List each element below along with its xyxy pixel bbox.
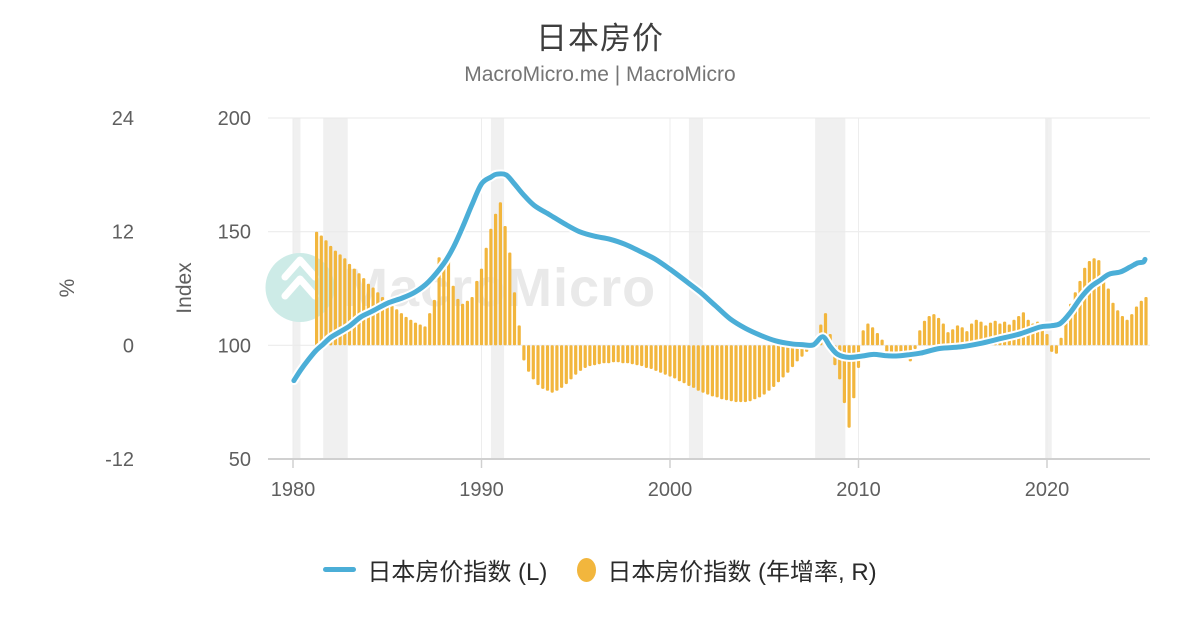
year-tick-label: 2010 (836, 479, 881, 501)
page-title: 日本房价 (536, 21, 664, 56)
percent-tick-label: -12 (105, 449, 134, 471)
x-axis (268, 458, 1150, 468)
chart-svg: MacroMicro 24 12 0 -12 200 150 100 50 1980 1990 200… (105, 108, 1150, 501)
chart-plot-area[interactable]: MacroMicro 24 12 0 -12 200 150 100 50 1980 1990 200… (0, 100, 1200, 520)
index-tick-label: 200 (218, 108, 251, 130)
legend-label-price-index: 日本房价指数 (L) (367, 559, 548, 586)
legend-item-price-index[interactable]: 日本房价指数 (L) (323, 552, 547, 587)
watermark: MacroMicro (265, 253, 655, 322)
price-index-line (291, 171, 1148, 384)
page-subtitle: MacroMicro.me | MacroMicro (464, 63, 736, 86)
year-tick-label: 2020 (1025, 479, 1070, 501)
legend-label-yoy: 日本房价指数 (年增率, R) (607, 559, 877, 586)
year-tick-label: 1990 (459, 479, 504, 501)
percent-tick-label: 12 (112, 222, 134, 244)
bar-series-marker-icon (577, 557, 597, 582)
index-tick-label: 100 (218, 335, 251, 357)
percent-tick-label: 0 (123, 335, 134, 357)
index-tick-label: 50 (229, 449, 251, 471)
year-tick-label: 1980 (271, 479, 316, 501)
line-series-marker-icon (323, 567, 357, 572)
legend: 日本房价指数 (L) 日本房价指数 (年增率, R) (0, 552, 1200, 587)
index-tick-label: 150 (218, 222, 251, 244)
axis-tick-labels: 24 12 0 -12 200 150 100 50 1980 1990 2000 2010 2020 (105, 108, 1069, 501)
macromicro-logo-icon (265, 253, 335, 322)
legend-item-yoy[interactable]: 日本房价指数 (年增率, R) (577, 552, 877, 587)
year-tick-label: 2000 (648, 479, 693, 501)
percent-tick-label: 24 (112, 108, 134, 130)
